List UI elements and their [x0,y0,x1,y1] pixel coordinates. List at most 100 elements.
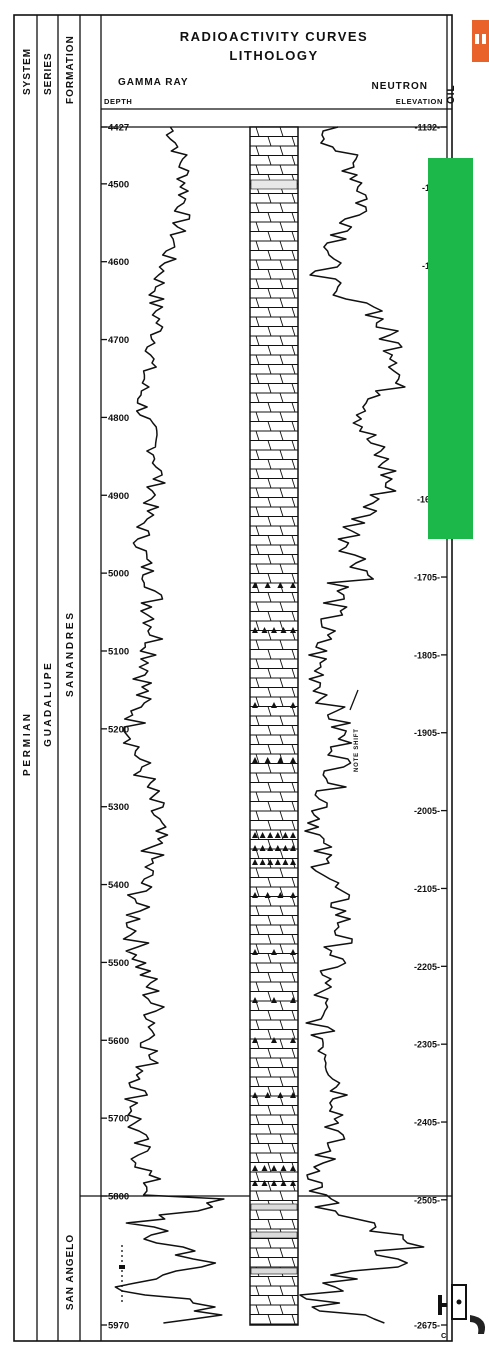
lithology-brick-joint [267,1314,272,1325]
lithology-nodule [271,627,277,633]
lithology-brick-joint [279,316,284,327]
depth-scale: 4427 4500 4600 4700 4800 4900 5000 5100 5200 5300… [101,123,129,1332]
lithology-brick-joint [267,953,272,964]
formation-column-label: FORMATION [65,35,76,104]
lithology-brick-joint [267,877,272,888]
lithology-brick-joint [267,744,272,755]
lithology-brick-joint [291,136,296,147]
elevation-tick-label: -2305- [414,1040,440,1050]
lithology-brick-joint [267,497,272,508]
lithology-nodule [264,757,271,763]
lithology-nodule [282,832,289,838]
lithology-brick-joint [267,1029,272,1040]
lithology-brick-joint [267,1067,272,1078]
formation-lower-name: SAN ANGELO [65,1234,76,1310]
elevation-tick-label: -1905- [414,728,440,738]
lithology-brick-joint [267,1048,272,1059]
lithology-brick-joint [279,639,284,650]
lithology-brick-joint [279,335,284,346]
oil-show-dot [456,1299,462,1305]
lithology-nodule [252,1037,258,1043]
depth-tick-label: 4900 [108,491,129,502]
lithology-brick-joint [267,972,272,983]
lithology-brick-joint [255,1076,260,1087]
gamma-ray-curve [114,126,225,1324]
lithology-brick-joint [291,915,296,926]
lithology-brick-joint [255,829,260,840]
orange-corner-slot-2 [482,34,486,44]
lithology-nodule [290,832,296,838]
lithology-sand-stringer [250,1203,298,1211]
lithology-nodule [290,1037,296,1043]
lithology-brick-joint [267,706,272,717]
lithology-brick-joint [279,202,284,213]
elevation-tick-label: -1705- [414,573,440,583]
lithology-brick-joint [267,896,272,907]
lithology-brick-joint [279,487,284,498]
orange-corner-slot-1 [475,34,479,44]
lithology-nodule [290,702,296,708]
lithology-brick-joint [267,1238,272,1249]
lithology-brick-joint [279,620,284,631]
sample-marker [119,1265,125,1269]
lithology-brick-joint [255,943,260,954]
lithology-brick-joint [279,240,284,251]
lithology-brick-joint [279,1057,284,1068]
lithology-brick-joint [255,126,260,137]
lithology-nodule [259,845,266,851]
lithology-brick-joint [255,658,260,669]
lithology-brick-joint [291,820,296,831]
lithology-column [249,126,299,1326]
lithology-nodule [261,1165,268,1171]
lithology-brick-joint [279,981,284,992]
lithology-brick-joint [291,1257,296,1268]
lithology-brick-joint [291,972,296,983]
depth-tick-label: 5000 [108,569,129,580]
lithology-brick-joint [255,506,260,517]
elevation-tick-label: -2205- [414,962,440,972]
formation-upper-name: S A N A N D R E S [65,613,76,697]
lithology-brick-joint [255,563,260,574]
lithology-brick-joint [279,1076,284,1087]
lithology-nodule [277,892,284,898]
lithology-brick-joint [279,1209,284,1220]
lithology-brick-joint [291,478,296,489]
lithology-brick-joint [267,1162,272,1173]
lithology-nodule [282,859,289,865]
lithology-brick-joint [267,1124,272,1135]
lithology-brick-joint [267,288,272,299]
lithology-nodule [280,1165,287,1171]
lithology-brick-joint [279,563,284,574]
oil-column-label: OIL [446,84,457,104]
lithology-brick-joint [255,525,260,536]
lithology-brick-joint [279,886,284,897]
lithology-brick-joint [279,1038,284,1049]
lithology-brick-joint [267,1010,272,1021]
log-frame [13,14,453,1342]
note-shift-leader [349,689,359,711]
lithology-nodule [271,1037,277,1043]
lithology-brick-joint [279,126,284,137]
lithology-brick-joint [267,193,272,204]
lithology-nodule [271,949,277,955]
lithology-brick-joint [267,364,272,375]
lithology-brick-joint [291,782,296,793]
lithology-brick-joint [291,1219,296,1230]
lithology-brick-joint [255,886,260,897]
lithology-brick-joint [267,573,272,584]
lithology-brick-joint [255,753,260,764]
neutron-curve [299,126,425,1324]
lithology-brick-joint [291,1067,296,1078]
lithology-brick-joint [279,1133,284,1144]
lithology-brick-joint [267,535,272,546]
lithology-brick-joint [291,1124,296,1135]
lithology-brick-joint [267,383,272,394]
lithology-brick-joint [279,791,284,802]
lithology-column-border [249,126,299,1326]
lithology-nodule [259,859,266,865]
lithology-brick-joint [291,687,296,698]
lithology-brick-joint [291,706,296,717]
lithology-nodule [290,845,296,851]
lithology-brick-joint [267,307,272,318]
system-name: P E R M I A N [22,714,33,776]
